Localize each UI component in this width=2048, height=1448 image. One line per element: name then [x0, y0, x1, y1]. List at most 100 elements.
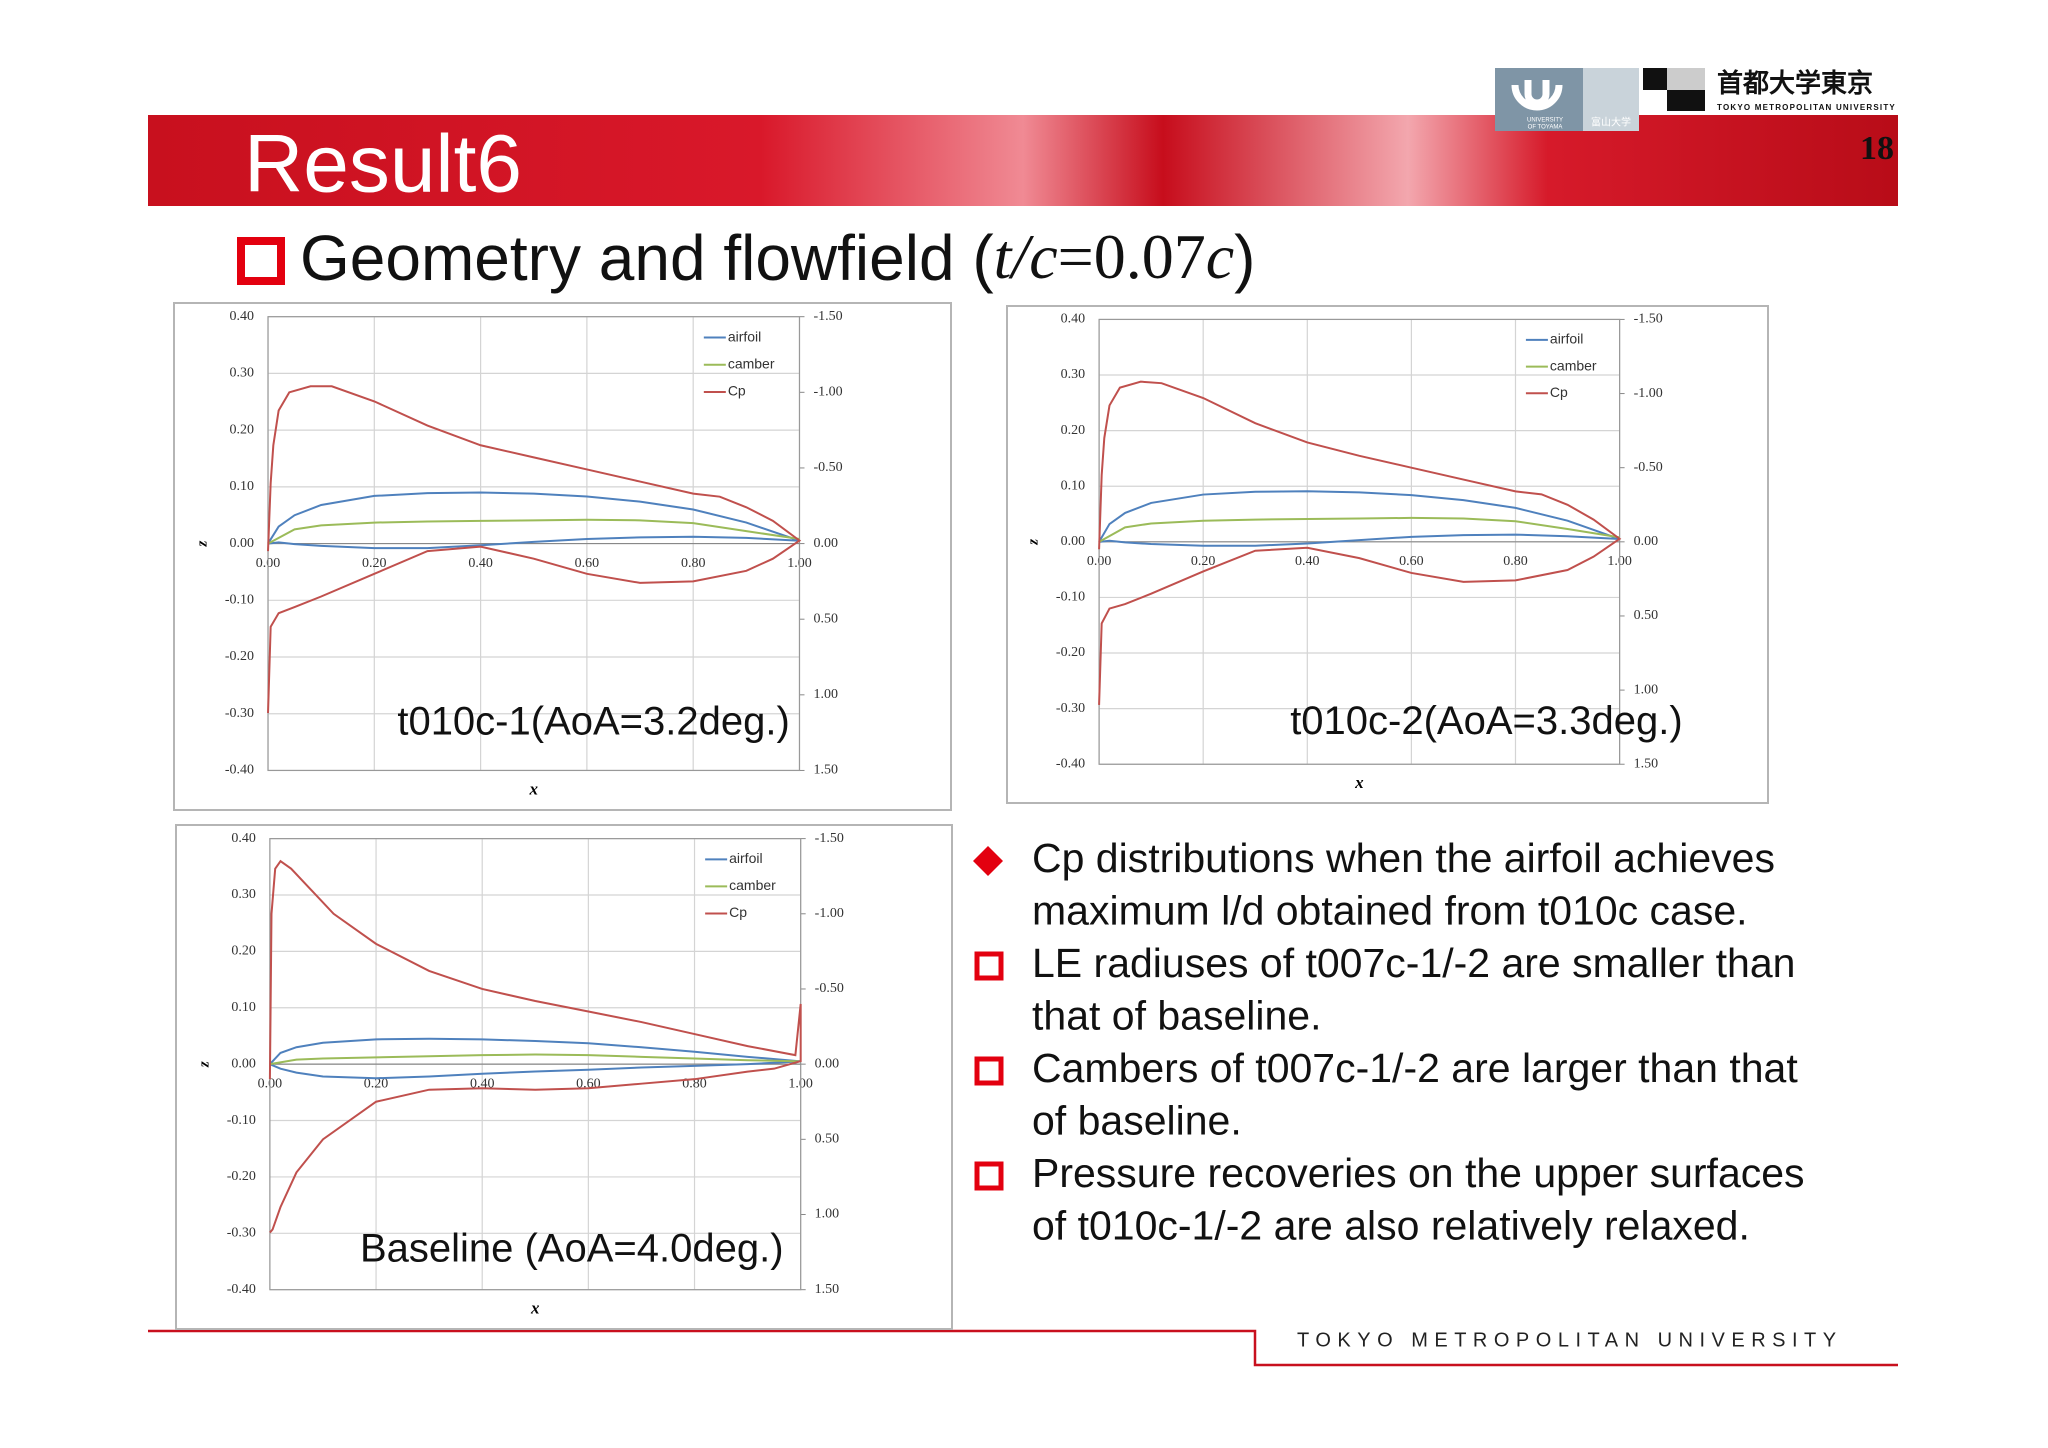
y2-tick-label: 1.00 — [813, 687, 838, 702]
chart: -0.40 -0.30 -0.20 -0.10 0.00 0.10 0.20 0.30 0.40… — [175, 824, 953, 1330]
logo-text: 富山大学 — [1591, 116, 1631, 129]
bullet-text: that of baseline. — [1032, 992, 1321, 1038]
subtitle-part: =0.07 — [1058, 221, 1206, 292]
y-tick-label: -0.10 — [1056, 590, 1085, 605]
y-tick-label: 0.00 — [1061, 534, 1086, 549]
y-tick-label: 0.00 — [231, 1056, 256, 1071]
y-axis-label: z — [196, 1061, 212, 1068]
y-tick-label: 0.20 — [230, 422, 255, 437]
y-tick-label: 0.10 — [231, 1000, 256, 1015]
legend-label: airfoil — [1550, 331, 1583, 347]
chart-frame — [1006, 305, 1769, 804]
subtitle-part: ) — [1234, 222, 1255, 294]
y2-tick-label: 1.00 — [1634, 682, 1659, 697]
y2-tick-label: 0.00 — [815, 1056, 840, 1071]
y-tick-label: 0.10 — [1061, 478, 1086, 493]
toyama-logo: UNIVERSITY OF TOYAMA 富山大学 — [1495, 68, 1639, 131]
bullet-text: Pressure recoveries on the upper surface… — [1032, 1150, 1805, 1196]
chart-frame — [175, 824, 953, 1330]
series-line — [269, 1053, 801, 1066]
legend-label: Cp — [728, 383, 746, 399]
y-tick-label: 0.30 — [1061, 367, 1086, 382]
chart-caption: t010c-1(AoA=3.2deg.) — [397, 699, 789, 743]
y2-tick-label: -0.50 — [1634, 460, 1663, 475]
y2-tick-label: -1.00 — [815, 906, 844, 921]
x-tick-label: 0.80 — [681, 556, 706, 571]
x-tick-label: 0.40 — [1295, 554, 1320, 569]
y2-tick-label: -1.00 — [1634, 386, 1663, 401]
page-number: 18 — [1860, 130, 1894, 167]
bullet-marker — [973, 846, 1003, 876]
legend-label: Cp — [729, 904, 747, 920]
y-tick-label: -0.40 — [1056, 756, 1085, 771]
bullet-text: Cambers of t007c-1/-2 are larger than th… — [1032, 1045, 1798, 1091]
y-tick-label: -0.30 — [225, 706, 254, 721]
x-tick-label: 0.60 — [575, 556, 600, 571]
tmu-logo: 首都大学東京 TOKYO METROPOLITAN UNIVERSITY — [1643, 68, 1895, 112]
subtitle-part: Geometry and flowfield ( — [300, 222, 994, 294]
series-line — [267, 385, 802, 714]
bullet-text: of t010c-1/-2 are also relatively relaxe… — [1032, 1202, 1750, 1248]
y2-tick-label: -1.50 — [813, 309, 842, 324]
x-axis-label: x — [529, 779, 539, 798]
chart-caption: t010c-2(AoA=3.3deg.) — [1290, 699, 1682, 743]
x-tick-label: 0.20 — [1191, 554, 1216, 569]
subtitle-part: t/c — [994, 221, 1058, 292]
y2-tick-label: 1.50 — [1634, 756, 1659, 771]
y2-tick-label: -1.00 — [813, 385, 842, 400]
y-tick-label: -0.20 — [225, 649, 254, 664]
y-tick-label: -0.30 — [1056, 701, 1085, 716]
x-tick-label: 0.60 — [1399, 554, 1424, 569]
x-axis-label: x — [530, 1299, 540, 1318]
x-tick-label: 0.40 — [468, 556, 493, 571]
y-tick-label: -0.20 — [1056, 645, 1085, 660]
y-axis-label: z — [194, 540, 210, 547]
logo-text: UNIVERSITY — [1527, 118, 1563, 124]
x-tick-label: 0.80 — [1503, 554, 1528, 569]
y-tick-label: 0.40 — [1061, 312, 1086, 327]
slide-title: Result6 — [244, 119, 522, 210]
y2-tick-label: -1.50 — [815, 831, 844, 846]
y-tick-label: -0.10 — [227, 1113, 256, 1128]
y2-tick-label: -0.50 — [815, 981, 844, 996]
x-tick-label: 0.20 — [364, 1076, 389, 1091]
legend-label: camber — [1550, 357, 1597, 373]
y-tick-label: -0.40 — [227, 1282, 256, 1297]
y-tick-label: -0.30 — [227, 1226, 256, 1241]
legend-label: Cp — [1550, 384, 1568, 400]
x-axis-label: x — [1354, 773, 1364, 792]
legend-label: camber — [729, 877, 776, 893]
series-line — [1098, 516, 1620, 543]
y-tick-label: -0.40 — [225, 763, 254, 778]
y-tick-label: -0.10 — [225, 593, 254, 608]
logo-block — [1643, 68, 1667, 90]
chart: -0.40 -0.30 -0.20 -0.10 0.00 0.10 0.20 0.30 0.40… — [1006, 305, 1769, 804]
bullet-marker — [974, 1056, 1004, 1086]
series-line — [1098, 380, 1622, 705]
logo-block — [1667, 90, 1705, 111]
y2-tick-label: 0.00 — [1634, 534, 1659, 549]
y2-tick-label: 0.50 — [1634, 608, 1659, 623]
bullet-text: maximum l/d obtained from t010c case. — [1032, 887, 1748, 933]
logo-block — [1583, 68, 1639, 131]
y-tick-label: -0.20 — [227, 1169, 256, 1184]
legend-label: airfoil — [728, 328, 761, 344]
bullet-text: LE radiuses of t007c-1/-2 are smaller th… — [1032, 940, 1795, 986]
series-line — [267, 518, 800, 545]
bullet-text: Cp distributions when the airfoil achiev… — [1032, 835, 1775, 881]
y-tick-label: 0.30 — [230, 366, 255, 381]
series-line — [268, 859, 802, 1234]
logo-text: 首都大学東京 — [1717, 68, 1873, 98]
chart: -0.40 -0.30 -0.20 -0.10 0.00 0.10 0.20 0.30 0.40… — [173, 302, 952, 811]
logo-block — [1667, 68, 1705, 90]
y2-tick-label: -0.50 — [813, 460, 842, 475]
y2-tick-label: 1.00 — [815, 1207, 840, 1222]
y2-tick-label: -1.50 — [1634, 312, 1663, 327]
subtitle: Geometry and flowfield (t/c=0.07c) — [300, 221, 1255, 294]
x-tick-label: 0.20 — [362, 556, 387, 571]
footer-line — [148, 1329, 1898, 1367]
subtitle-marker — [237, 237, 285, 285]
y2-tick-label: 0.00 — [813, 536, 838, 551]
